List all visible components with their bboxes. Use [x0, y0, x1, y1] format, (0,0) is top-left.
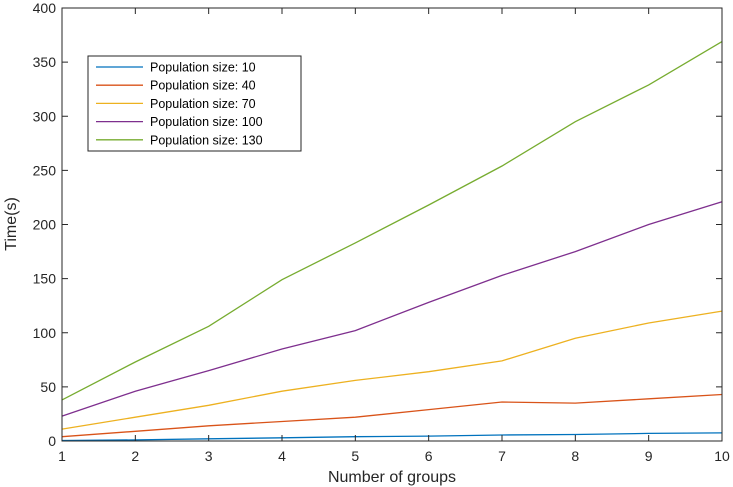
x-tick-label: 9	[645, 448, 653, 464]
x-tick-label: 3	[205, 448, 213, 464]
x-axis: 1 2 3 4 5 6 7 8 9 10	[58, 8, 730, 464]
x-tick-label: 6	[425, 448, 433, 464]
legend-entry-label: Population size: 10	[150, 61, 256, 75]
x-tick-label: 7	[498, 448, 506, 464]
x-tick-label: 5	[351, 448, 359, 464]
legend-entry-label: Population size: 40	[150, 79, 256, 93]
x-axis-label: Number of groups	[328, 469, 456, 486]
series-line-2	[61, 393, 723, 438]
series-line-1	[61, 432, 723, 442]
y-axis: 0 50 100 150 200 250 300 350 400	[33, 0, 722, 449]
y-tick-label: 150	[33, 271, 57, 287]
x-tick-label: 2	[131, 448, 139, 464]
y-tick-label: 300	[33, 108, 57, 124]
y-tick-label: 200	[33, 217, 57, 233]
legend-entry-label: Population size: 100	[150, 115, 263, 129]
y-tick-label: 0	[48, 433, 56, 449]
series-line-3	[61, 310, 723, 430]
y-tick-label: 350	[33, 54, 57, 70]
y-axis-label: Time(s)	[3, 197, 20, 251]
y-tick-label: 100	[33, 325, 57, 341]
x-tick-label: 8	[571, 448, 579, 464]
x-tick-label: 10	[714, 448, 730, 464]
legend-entry-label: Population size: 70	[150, 97, 256, 111]
series-line-5	[61, 41, 723, 401]
legend: Population size: 10 Population size: 40 Po…	[87, 55, 302, 152]
x-tick-label: 4	[278, 448, 286, 464]
series-layer	[61, 41, 723, 442]
x-tick-label: 1	[58, 448, 66, 464]
legend-entry-label: Population size: 130	[150, 133, 263, 147]
series-line-4	[61, 201, 723, 417]
y-tick-label: 400	[33, 0, 57, 16]
y-tick-label: 50	[40, 379, 56, 395]
y-tick-label: 250	[33, 162, 57, 178]
